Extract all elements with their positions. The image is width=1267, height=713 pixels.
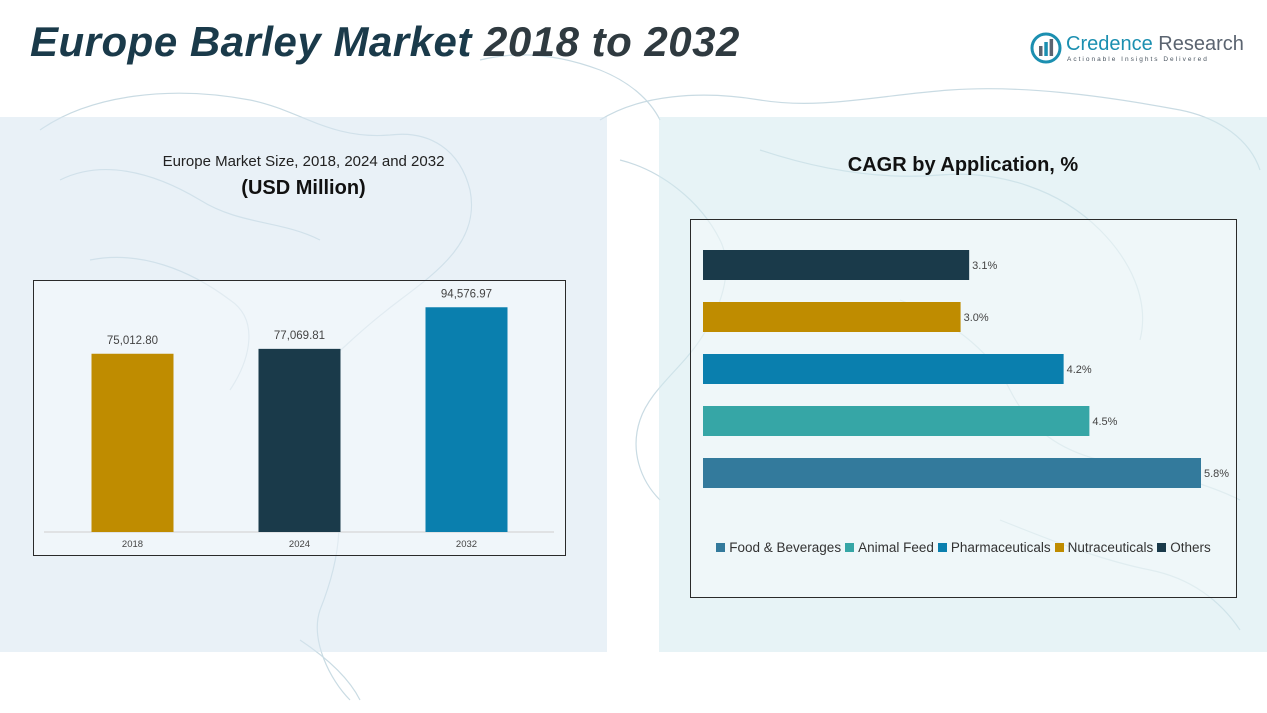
logo-tagline: Actionable Insights Delivered <box>1067 56 1209 63</box>
bar-value-label: 3.0% <box>964 312 989 324</box>
legend-swatch <box>845 543 855 552</box>
legend-item: Others <box>1157 540 1211 555</box>
cagr-legend: Food & Beverages Animal Feed Pharmaceutica… <box>691 540 1236 555</box>
bar-others <box>703 250 970 280</box>
legend-swatch <box>1157 543 1167 552</box>
bar-value-label: 75,012.80 <box>107 335 158 347</box>
market-size-subtitle: Europe Market Size, 2018, 2024 and 2032 <box>162 153 445 170</box>
bar-2032 <box>425 307 508 532</box>
bar-value-label: 4.5% <box>1092 416 1117 428</box>
x-tick-label: 2032 <box>456 539 477 550</box>
cagr-chart-svg: 3.1% 3.0% 4.2% 4.5% 5.8% <box>703 250 1229 488</box>
bar-pharmaceuticals <box>703 354 1064 384</box>
bar-2018 <box>91 353 174 532</box>
cagr-title: CAGR by Application, % <box>847 154 1079 176</box>
bar-2024 <box>258 348 341 532</box>
logo-name: Credence Research <box>1066 33 1244 55</box>
bar-value-label: 94,576.97 <box>441 288 492 300</box>
legend-item: Pharmaceuticals <box>937 540 1051 555</box>
legend-label: Nutraceuticals <box>1067 540 1154 555</box>
bar-value-label: 5.8% <box>1204 468 1229 480</box>
legend-swatch <box>937 543 947 552</box>
market-size-chart: 75,012.80 2018 77,069.81 2024 94,576.97 2032 <box>33 280 566 556</box>
market-size-unit: (USD Million) <box>241 177 366 199</box>
bar-value-label: 77,069.81 <box>274 330 325 342</box>
legend-swatch <box>1054 543 1064 552</box>
bar-animal-feed <box>703 406 1090 436</box>
page-title: Europe Barley Market 2018 to 2032 <box>30 18 740 65</box>
x-tick-label: 2024 <box>289 539 310 550</box>
cagr-panel <box>659 117 1267 652</box>
bar-value-label: 4.2% <box>1067 364 1092 376</box>
bar-value-label: 3.1% <box>972 260 997 272</box>
market-size-chart-svg: 75,012.80 2018 77,069.81 2024 94,576.97 2032 <box>44 288 554 550</box>
bar-food-beverages <box>703 458 1201 488</box>
logo-icon <box>1030 32 1062 64</box>
legend-item: Food & Beverages <box>716 540 841 555</box>
legend-label: Animal Feed <box>858 540 934 555</box>
cagr-chart: 3.1% 3.0% 4.2% 4.5% 5.8% Food & Beverages Ani… <box>690 219 1237 598</box>
credence-research-logo: Credence Research Actionable Insights De… <box>1030 31 1244 67</box>
legend-item: Nutraceuticals <box>1054 540 1154 555</box>
legend-swatch <box>716 543 726 552</box>
legend-label: Food & Beverages <box>729 540 842 555</box>
legend-item: Animal Feed <box>845 540 934 555</box>
bar-nutraceuticals <box>703 302 961 332</box>
legend-label: Pharmaceuticals <box>950 540 1051 555</box>
legend-label: Others <box>1170 540 1211 555</box>
x-tick-label: 2018 <box>122 539 143 550</box>
